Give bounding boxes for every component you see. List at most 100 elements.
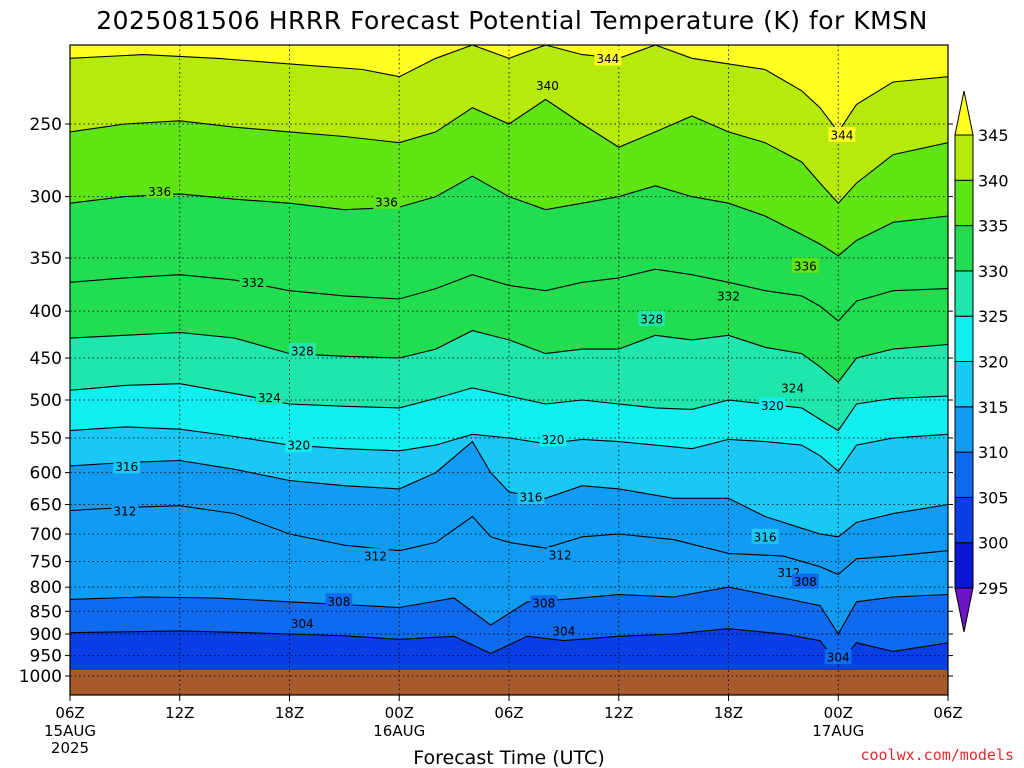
contour-label-bg	[113, 458, 141, 474]
y-tick-label: 700	[30, 525, 62, 545]
contour-label: 308	[327, 595, 350, 609]
contour-label-bg	[751, 528, 779, 544]
ground-surface	[70, 670, 948, 695]
y-tick-label: 550	[30, 429, 62, 449]
colorbar-bin	[954, 406, 974, 453]
contour-label: 332	[717, 289, 740, 303]
y-tick-label: 350	[30, 249, 62, 269]
x-tick-label: 18Z	[275, 704, 304, 722]
contour-label-bg	[362, 548, 389, 564]
contour-label: 320	[761, 399, 784, 413]
contour-label-bg	[791, 573, 819, 589]
contour-label: 312	[364, 550, 387, 564]
colorbar-bin	[954, 361, 974, 408]
contour-label-bg	[791, 257, 819, 273]
contour-label-bg	[517, 489, 545, 505]
y-tick-label: 950	[30, 647, 62, 667]
colorbar-tick-label: 310	[978, 443, 1009, 462]
colorbar-tick-label: 305	[978, 488, 1009, 507]
contour-label: 308	[794, 575, 817, 589]
colorbar-bin	[954, 225, 974, 272]
contour-label: 336	[794, 259, 817, 273]
contour-label: 344	[830, 128, 853, 142]
contour-label: 340	[536, 79, 559, 93]
colorbar-tick-label: 315	[978, 398, 1009, 417]
x-tick-date-label: 16AUG	[373, 722, 425, 740]
contour-label: 324	[258, 391, 281, 405]
contour-label-bg	[255, 389, 283, 405]
y-tick-label: 800	[30, 578, 62, 598]
colorbar-bin	[954, 270, 974, 317]
contour-line-312	[70, 505, 948, 576]
band-308-312	[70, 505, 948, 634]
x-tick-date-label: 17AUG	[812, 722, 864, 740]
plot-area: 344 340 344 336 336 336 332 332 328 328 324 324 320 3…	[70, 45, 948, 695]
band-340-344	[70, 45, 948, 204]
y-tick-label: 450	[30, 349, 62, 369]
contour-label-bg	[285, 437, 313, 453]
contour-label: 304	[291, 617, 314, 631]
colorbar-bin	[954, 496, 974, 544]
y-tick-label: 850	[30, 602, 62, 622]
contour-label-bg	[373, 193, 400, 209]
colorbar: 295 300 305 310 315 320 325 330 335 340 345	[954, 90, 1009, 633]
x-tick-date-label: 2025	[51, 739, 89, 757]
colorbar-bin	[954, 315, 974, 363]
contour-label: 344	[596, 52, 619, 66]
y-tick-label: 400	[30, 302, 62, 322]
chart-title: 2025081506 HRRR Forecast Potential Tempe…	[96, 6, 928, 35]
contour-label: 336	[148, 185, 171, 199]
y-tick-label: 750	[30, 552, 62, 572]
colorbar-tick-label: 325	[978, 307, 1009, 326]
x-tick-label: 06Z	[55, 704, 84, 722]
contour-label-bg	[779, 379, 806, 395]
colorbar-tick-label: 320	[978, 353, 1009, 372]
colorbar-tick-label: 345	[978, 126, 1009, 145]
contour-label-bg	[824, 649, 852, 665]
colorbar-lower-triangle	[954, 587, 974, 633]
contour-label-bg	[111, 503, 139, 519]
x-axis-label: Forecast Time (UTC)	[413, 747, 604, 768]
contour-label: 332	[241, 276, 264, 290]
contour-label-bg	[288, 342, 316, 358]
contour-label: 308	[532, 597, 555, 611]
x-tick-label: 18Z	[714, 704, 743, 722]
colorbar-upper-triangle	[954, 90, 974, 136]
contour-label: 316	[519, 491, 542, 505]
grid-lines	[70, 45, 948, 695]
y-tick-label: 650	[30, 495, 62, 515]
band-336-340	[70, 99, 948, 256]
contour-line-328	[70, 330, 948, 383]
source-credit: coolwx.com/models	[860, 746, 1014, 764]
contour-label: 312	[113, 505, 136, 519]
contour-label: 328	[291, 344, 314, 358]
y-tick-label: 500	[30, 391, 62, 411]
contour-label-bg	[550, 622, 578, 638]
contour-label: 320	[287, 439, 310, 453]
contour-label-bg	[594, 50, 622, 66]
y-tick-label: 600	[30, 464, 62, 484]
contour-label: 336	[375, 195, 398, 209]
x-tick-label: 00Z	[824, 704, 853, 722]
contour-label-bg	[325, 593, 353, 609]
x-tick-label: 06Z	[933, 704, 962, 722]
band-above-344	[70, 45, 948, 132]
y-tick-label: 300	[30, 188, 62, 208]
contour-label-bg	[530, 595, 558, 611]
contour-label-bg	[288, 615, 316, 631]
x-tick-label: 12Z	[604, 704, 633, 722]
contour-label: 304	[552, 624, 575, 638]
contour-line-308	[70, 586, 948, 636]
contour-label: 316	[754, 530, 777, 544]
x-tick-label: 12Z	[165, 704, 194, 722]
y-tick-label: 1000	[19, 667, 62, 687]
colorbar-bin	[954, 451, 974, 498]
contour-label-bg	[239, 274, 267, 290]
colorbar-tick-label: 330	[978, 262, 1009, 281]
x-tick-label: 00Z	[385, 704, 414, 722]
colorbar-tick-label: 335	[978, 217, 1009, 236]
contour-line-340	[70, 98, 948, 205]
colorbar-bin	[954, 542, 974, 589]
contour-label-bg	[534, 77, 561, 93]
